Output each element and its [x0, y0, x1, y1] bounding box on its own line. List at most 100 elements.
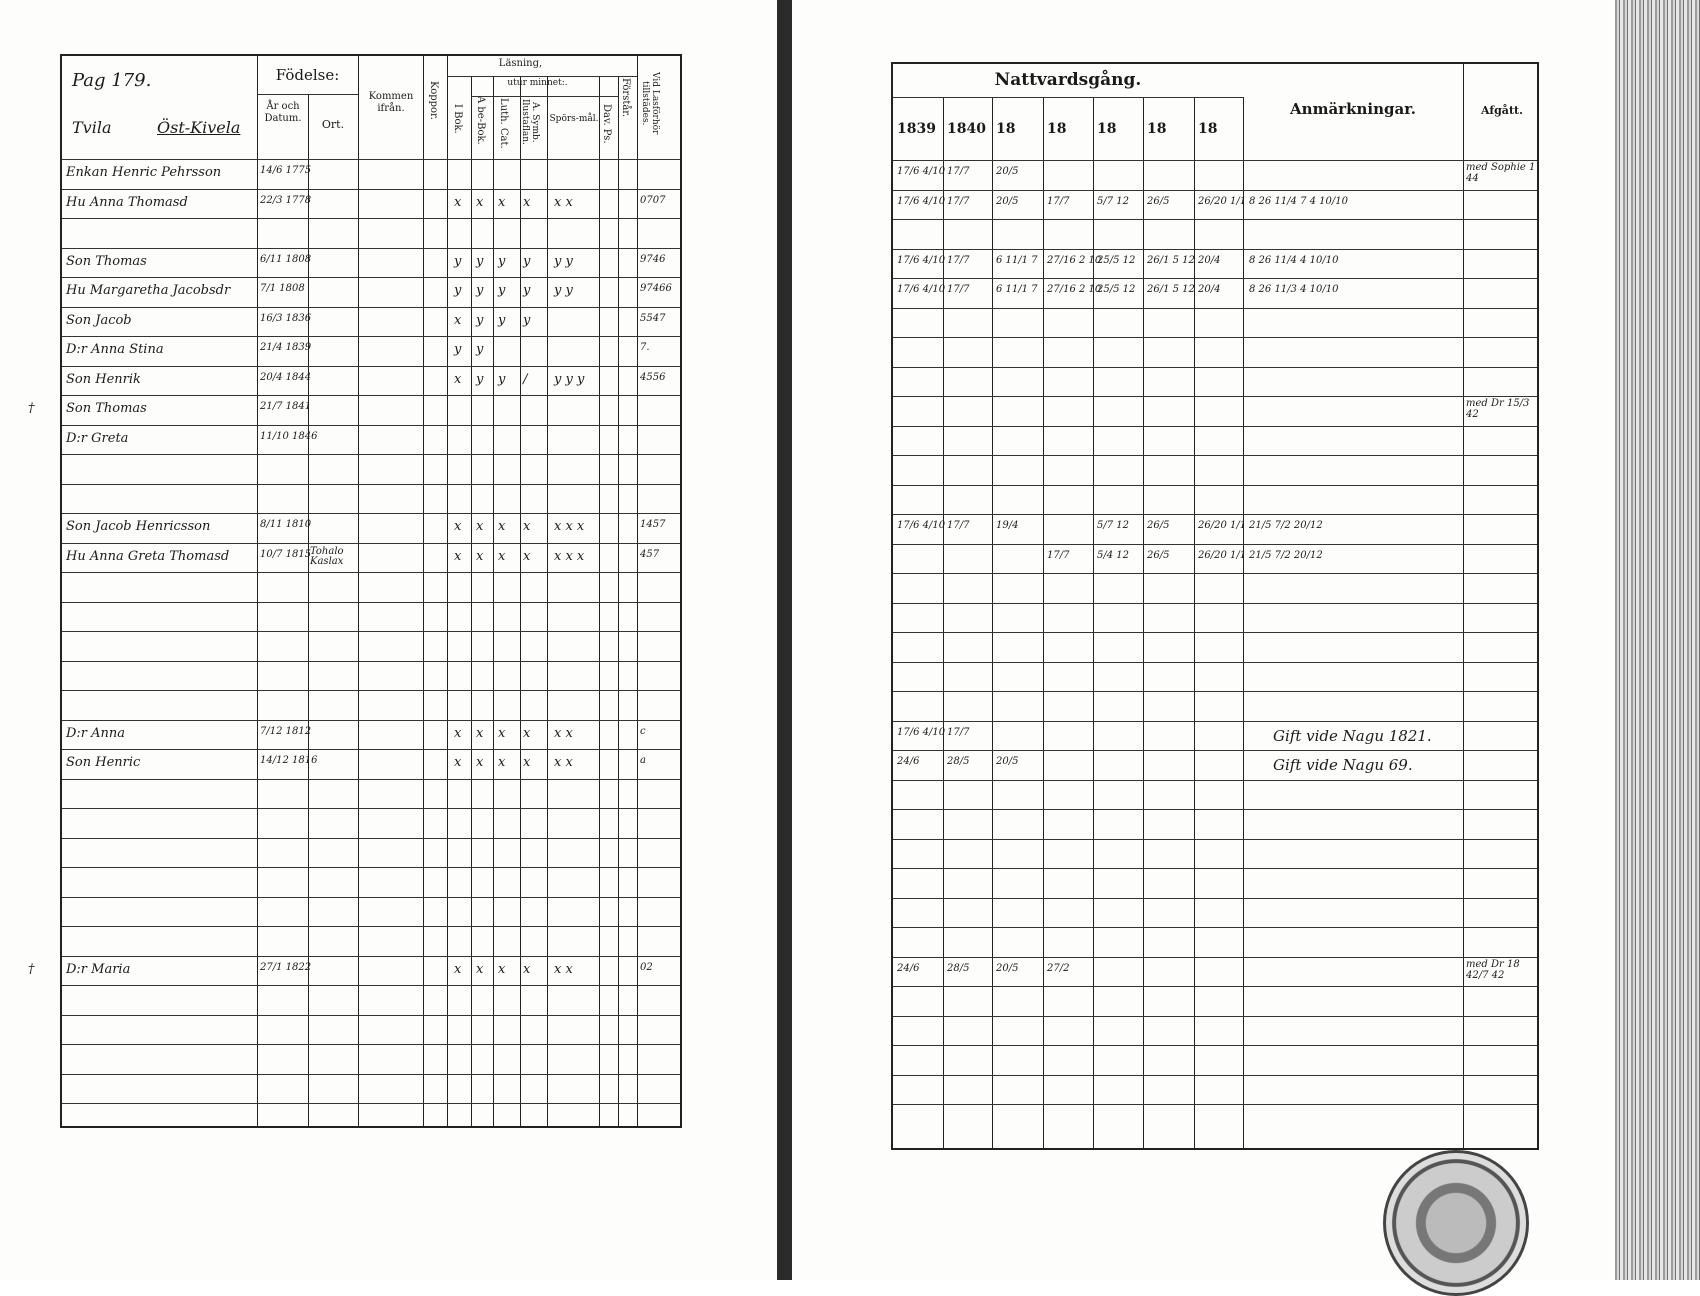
examination-marks: a	[640, 755, 646, 766]
communion-date: 19/4	[996, 520, 1019, 531]
row-rule	[62, 1044, 680, 1045]
row-rule	[62, 778, 680, 780]
examination-marks: 4556	[640, 371, 666, 383]
row-rule	[893, 1074, 1537, 1076]
row-rule	[893, 573, 1537, 574]
row-rule	[62, 395, 680, 396]
reading-mark: y	[498, 283, 506, 298]
header-fodelse: Födelse:	[275, 66, 340, 84]
header-anmarkningar: Anmärkningar.	[1290, 100, 1416, 118]
row-rule	[893, 602, 1537, 604]
column-rule	[599, 76, 600, 1126]
communion-date: 17/6 4/10	[897, 254, 946, 266]
person-name: Hu Anna Thomasd	[66, 194, 188, 210]
header-dav-ps: Dav. Ps.	[601, 104, 612, 144]
person-name: Son Thomas	[66, 253, 147, 269]
column-rule	[471, 76, 472, 1126]
header-rule	[257, 94, 358, 95]
communion-date: 26/5	[1147, 195, 1170, 207]
communion-date: 24/6	[897, 756, 920, 767]
row-rule	[62, 808, 680, 809]
birth-place: Tohalo Kaslax	[310, 545, 344, 567]
reading-mark: y	[476, 312, 484, 328]
person-name: Son Jacob Henricsson	[66, 519, 211, 534]
examination-marks: 02	[640, 961, 653, 973]
reading-mark: x	[454, 312, 462, 328]
reading-mark: y	[498, 253, 506, 269]
reading-mark: y y y	[554, 371, 585, 387]
row-rule	[893, 366, 1537, 368]
header-rule	[471, 96, 618, 97]
row-rule	[893, 278, 1537, 279]
birth-date: 6/11 1808	[260, 253, 312, 265]
person-name: Hu Anna Greta Thomasd	[66, 548, 230, 564]
column-rule	[992, 97, 993, 1148]
birth-date: 21/7 1841	[260, 401, 312, 412]
reading-mark: y	[498, 312, 506, 328]
row-rule	[893, 514, 1537, 515]
row-rule	[893, 927, 1537, 928]
communion-date: 17/6 4/10	[897, 166, 946, 177]
row-rule	[62, 837, 680, 839]
column-rule	[493, 76, 494, 1126]
person-name: Hu Margaretha Jacobsdr	[66, 283, 231, 298]
communion-date: 20/5	[996, 166, 1019, 177]
reading-mark: x x	[554, 194, 573, 210]
column-rule	[1143, 97, 1144, 1148]
reading-mark: x x x	[554, 519, 585, 534]
communion-date: 17/7	[947, 284, 970, 295]
row-rule	[62, 631, 680, 632]
remark: 8 26 11/4 7 4 10/10	[1249, 195, 1348, 207]
examination-marks: 1457	[640, 519, 666, 530]
column-rule	[308, 94, 309, 1126]
row-rule	[893, 779, 1537, 781]
remark: 21/5 7/2 20/12	[1249, 520, 1323, 531]
examination-marks: 9746	[640, 253, 666, 265]
birth-date: 22/3 1778	[260, 194, 312, 206]
row-rule	[893, 337, 1537, 338]
row-rule	[893, 632, 1537, 633]
column-rule	[1194, 97, 1195, 1148]
reading-mark: x	[498, 725, 506, 741]
reading-mark: y	[476, 342, 484, 357]
row-rule	[62, 690, 680, 691]
year-header: 18	[1198, 121, 1218, 137]
reading-mark: x	[498, 519, 506, 534]
communion-date: 26/20 1/1	[1198, 520, 1247, 531]
reading-mark: x	[523, 961, 531, 977]
row-rule	[62, 513, 680, 514]
row-rule	[62, 1103, 680, 1104]
year-header: 18	[1047, 121, 1067, 137]
reading-mark: x	[476, 755, 484, 770]
communion-date: 26/5	[1147, 520, 1170, 531]
header-abc-bok: A be-Bok.	[475, 96, 486, 145]
row-rule	[62, 483, 680, 485]
reading-mark: x	[476, 548, 484, 564]
row-rule	[62, 896, 680, 898]
communion-date: 27/16 2 10	[1047, 284, 1102, 295]
row-rule	[893, 661, 1537, 663]
reading-mark: y y	[554, 283, 573, 298]
reading-mark: x	[523, 725, 531, 741]
row-rule	[893, 897, 1537, 899]
communion-date: 25/5 12	[1097, 254, 1136, 266]
reading-mark: y	[498, 371, 506, 387]
reading-mark: /	[523, 371, 528, 387]
communion-date: 17/6 4/10	[897, 195, 946, 207]
communion-date: 25/5 12	[1097, 284, 1136, 295]
person-name: Son Thomas	[66, 401, 147, 416]
row-rule	[62, 247, 680, 249]
remark: 8 26 11/3 4 10/10	[1249, 284, 1339, 295]
reading-mark: y	[523, 253, 531, 269]
row-rule	[893, 396, 1537, 397]
row-rule	[62, 159, 680, 160]
reading-mark: x	[454, 519, 462, 534]
reading-mark: x	[454, 961, 462, 977]
column-rule	[1093, 97, 1094, 1148]
row-rule	[893, 484, 1537, 486]
book-spine	[777, 0, 792, 1280]
row-rule	[62, 336, 680, 337]
row-rule	[893, 1045, 1537, 1046]
reading-mark: x	[454, 371, 462, 387]
page-edge	[1615, 0, 1700, 1280]
